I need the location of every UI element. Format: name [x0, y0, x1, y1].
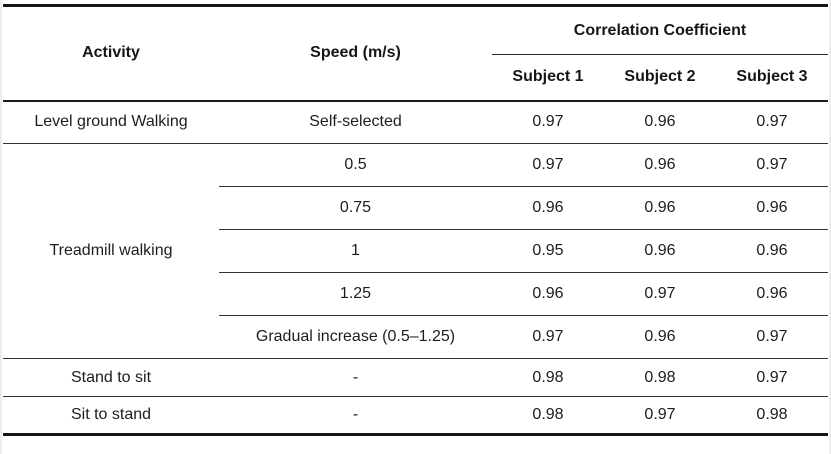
speed-cell: Gradual increase (0.5–1.25) — [219, 315, 492, 359]
row-treadmill-0-75: 0.75 0.96 0.96 0.96 — [3, 186, 828, 230]
value-cell: 0.97 — [716, 143, 828, 187]
value-cell: 0.97 — [492, 315, 604, 359]
value-cell: 0.98 — [492, 396, 604, 435]
header-subject-1: Subject 1 — [492, 54, 604, 102]
value-cell: 0.97 — [604, 396, 716, 435]
value-cell: 0.96 — [492, 272, 604, 316]
speed-cell: 0.75 — [219, 186, 492, 230]
row-stand-to-sit: Stand to sit - 0.98 0.98 0.97 — [3, 358, 828, 397]
header-row-subjects: Subject 1 Subject 2 Subject 3 — [3, 54, 828, 102]
speed-cell: 1.25 — [219, 272, 492, 316]
value-cell: 0.98 — [716, 396, 828, 435]
value-cell: 0.96 — [604, 186, 716, 230]
speed-cell: 0.5 — [219, 143, 492, 187]
value-cell: 0.97 — [492, 100, 604, 144]
row-treadmill-1: 1 0.95 0.96 0.96 — [3, 229, 828, 273]
header-speed: Speed (m/s) — [219, 5, 492, 102]
row-treadmill-1-25: 1.25 0.96 0.97 0.96 — [3, 272, 828, 316]
value-cell: 0.98 — [604, 358, 716, 397]
row-treadmill-gradual-increase: Gradual increase (0.5–1.25) 0.97 0.96 0.… — [3, 315, 828, 359]
value-cell: 0.96 — [604, 100, 716, 144]
value-cell: 0.97 — [492, 143, 604, 187]
speed-cell: - — [219, 396, 492, 435]
row-sit-to-stand: Sit to stand - 0.98 0.97 0.98 — [3, 396, 828, 435]
speed-cell: 1 — [219, 229, 492, 273]
header-row-group: Activity Speed (m/s) Correlation Coeffic… — [3, 5, 828, 102]
speed-cell: Self-selected — [219, 100, 492, 144]
value-cell: 0.97 — [716, 100, 828, 144]
value-cell: 0.97 — [716, 358, 828, 397]
activity-cell: Level ground Walking — [3, 100, 219, 144]
speed-cell: - — [219, 358, 492, 397]
header-subject-3: Subject 3 — [716, 54, 828, 102]
value-cell: 0.95 — [492, 229, 604, 273]
value-cell: 0.96 — [716, 229, 828, 273]
value-cell: 0.96 — [604, 229, 716, 273]
value-cell: 0.96 — [716, 272, 828, 316]
header-subject-2: Subject 2 — [604, 54, 716, 102]
value-cell: 0.96 — [604, 143, 716, 187]
activity-cell-treadmill-walking: Treadmill walking — [3, 143, 219, 359]
value-cell: 0.97 — [604, 272, 716, 316]
page-edge-left — [0, 0, 2, 454]
value-cell: 0.96 — [716, 186, 828, 230]
activity-cell: Sit to stand — [3, 396, 219, 435]
row-treadmill-0-5: Treadmill walking 0.5 0.97 0.96 0.97 — [3, 143, 828, 359]
value-cell: 0.96 — [604, 315, 716, 359]
value-cell: 0.97 — [716, 315, 828, 359]
activity-cell: Stand to sit — [3, 358, 219, 397]
correlation-coefficient-table: Activity Speed (m/s) Correlation Coeffic… — [3, 4, 828, 436]
header-activity: Activity — [3, 5, 219, 102]
value-cell: 0.96 — [492, 186, 604, 230]
page-edge-right — [829, 0, 831, 454]
header-correlation-coefficient: Correlation Coefficient — [492, 5, 828, 55]
value-cell: 0.98 — [492, 358, 604, 397]
row-level-ground-walking: Level ground Walking Self-selected 0.97 … — [3, 100, 828, 144]
